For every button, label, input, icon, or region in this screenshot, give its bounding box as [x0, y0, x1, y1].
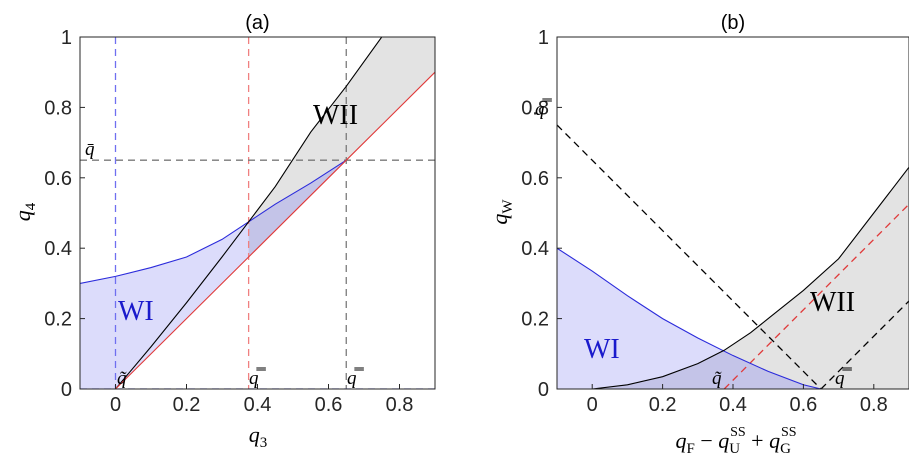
- y-tick-label: 1: [61, 27, 72, 49]
- x-tick-label: 0.8: [860, 394, 888, 416]
- panel-title: (a): [245, 12, 269, 34]
- x-tick-label: 0.2: [649, 394, 677, 416]
- x-tick-label: 0.6: [315, 394, 343, 416]
- y-tick-label: 0.8: [44, 97, 72, 119]
- x-tick-label: 0.4: [244, 394, 272, 416]
- y-tick-label: 0: [61, 379, 72, 401]
- series-line-0: [80, 159, 347, 284]
- x-tick-label: 0: [110, 394, 121, 416]
- series-line-0: [557, 247, 822, 389]
- y-tick-label: 0: [538, 379, 549, 401]
- region-label-wi: WI: [118, 296, 154, 327]
- reference-line-1: [723, 203, 909, 389]
- annotation-label: q̿: [347, 367, 365, 389]
- y-tick-label: 0.2: [44, 309, 72, 331]
- region-overlap-fill: [592, 351, 821, 389]
- plot-area: [557, 124, 909, 389]
- plot-area: [80, 37, 435, 389]
- y-tick-label: 0.4: [44, 238, 72, 260]
- y-tick-label: 0.8: [521, 97, 549, 119]
- series-line-1: [115, 37, 383, 389]
- x-axis-label: q3: [249, 422, 268, 451]
- annotation-label: q̿: [249, 367, 267, 389]
- annotation-label: q̃: [712, 368, 722, 389]
- x-tick-label: 0.4: [719, 394, 747, 416]
- x-tick-label: 0.8: [386, 394, 414, 416]
- x-tick-label: 0.2: [173, 394, 201, 416]
- y-axis-label: qW: [487, 199, 516, 225]
- annotation-label: q̿: [535, 98, 553, 120]
- x-tick-label: 0: [587, 394, 598, 416]
- panel-title: (b): [721, 12, 745, 34]
- y-tick-label: 0.6: [521, 168, 549, 190]
- reference-line-0: [557, 124, 822, 389]
- annotation-label: q̃: [117, 368, 127, 389]
- x-axis-label: qF − qUSS + qGSS: [675, 425, 796, 457]
- series-line-2: [115, 71, 435, 389]
- y-tick-label: 0.6: [44, 168, 72, 190]
- region-label-wii: WII: [313, 100, 358, 131]
- y-axis-label: q4: [10, 202, 39, 221]
- region-label-wi: WI: [584, 334, 620, 365]
- reference-line-2: [820, 300, 909, 389]
- region-label-wii: WII: [810, 287, 855, 318]
- annotation-label: q̄: [85, 139, 95, 160]
- y-tick-label: 0.4: [521, 238, 549, 260]
- region-wi-fill: [557, 248, 821, 389]
- y-tick-label: 0.2: [521, 309, 549, 331]
- x-tick-label: 0.6: [789, 394, 817, 416]
- y-tick-label: 1: [538, 27, 549, 49]
- series-line-1: [592, 166, 909, 389]
- region-wii-fill: [592, 167, 909, 389]
